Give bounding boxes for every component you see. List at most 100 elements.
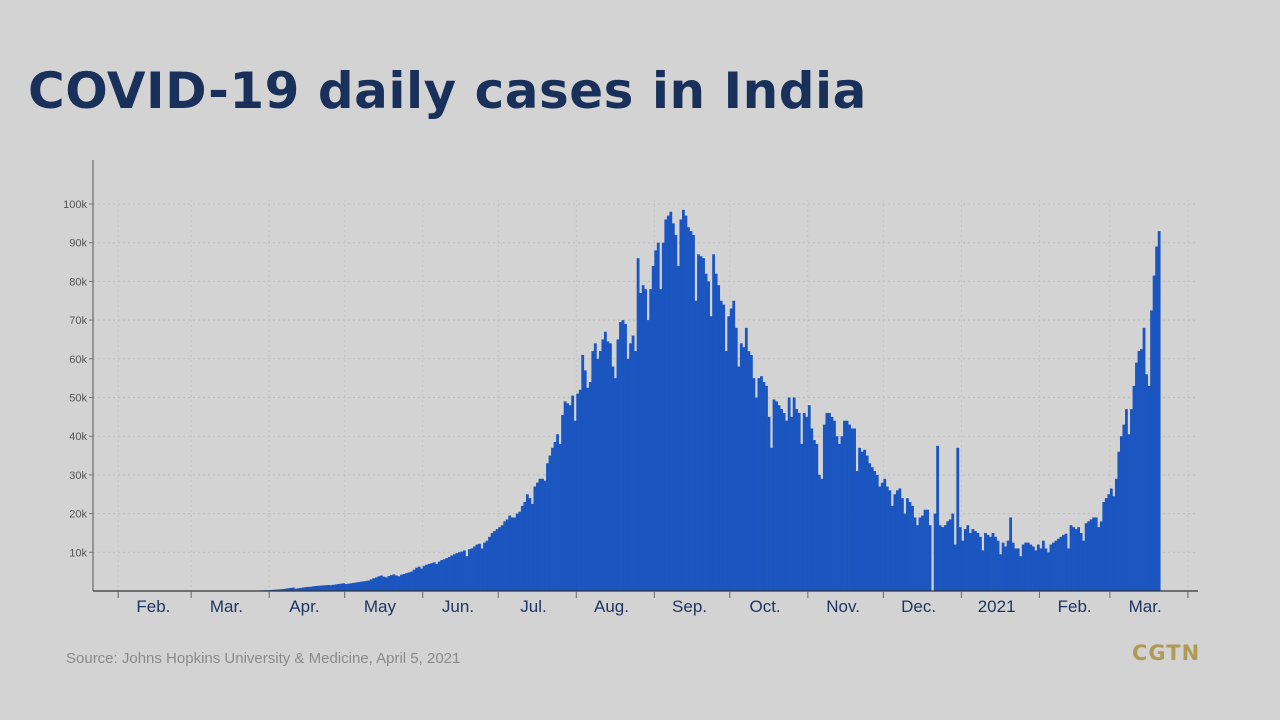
bar (973, 531, 977, 591)
bar (802, 412, 806, 591)
y-tick-label: 50k (69, 393, 87, 405)
bar (835, 436, 839, 591)
bar (1119, 436, 1123, 591)
bar (498, 527, 502, 591)
bar (367, 580, 371, 591)
bar (520, 505, 524, 591)
bar (463, 550, 466, 591)
bar (379, 575, 383, 591)
bar (347, 583, 351, 591)
bar (372, 578, 376, 591)
bar (311, 586, 315, 591)
bar (354, 582, 358, 591)
bar (646, 320, 650, 591)
bar (709, 316, 713, 591)
bar (679, 219, 683, 592)
bar (1021, 544, 1025, 591)
bar (1079, 532, 1083, 591)
bar (349, 583, 353, 591)
bar (1014, 548, 1018, 591)
bar (1062, 534, 1065, 591)
bar (682, 209, 685, 591)
bar (858, 447, 862, 591)
bar (334, 584, 338, 591)
bar (941, 527, 945, 591)
bar (556, 434, 559, 591)
bar (500, 525, 504, 591)
bar (286, 588, 290, 591)
bar (843, 420, 846, 591)
bar (551, 447, 554, 591)
bar (782, 412, 786, 591)
y-tick-label: 40k (69, 431, 87, 443)
bar (279, 589, 283, 591)
bar (276, 589, 280, 591)
bar (966, 525, 970, 591)
bar (495, 529, 499, 591)
bar (488, 536, 491, 591)
bar (1001, 542, 1005, 592)
bar (963, 529, 967, 591)
bar (780, 409, 783, 591)
bar (1089, 519, 1093, 591)
source-note: Source: Johns Hopkins University & Medic… (66, 650, 461, 667)
bar (951, 513, 955, 591)
bar (619, 322, 622, 591)
bar (299, 587, 303, 591)
bar (1117, 451, 1121, 591)
bar (1009, 517, 1013, 591)
bar (737, 366, 741, 591)
bar (918, 517, 922, 591)
bar (956, 447, 960, 591)
bar (933, 513, 937, 591)
bar (659, 289, 663, 591)
bar (415, 567, 419, 591)
bar (883, 478, 887, 591)
bar (395, 575, 398, 591)
bar (306, 586, 310, 591)
x-tick-label: Jul. (520, 597, 546, 616)
bar (770, 447, 773, 591)
bar (1099, 521, 1103, 591)
bar (1084, 523, 1088, 591)
bar (515, 513, 519, 591)
bar (666, 215, 670, 592)
bar (1054, 540, 1058, 591)
y-tick-label: 20k (69, 509, 87, 521)
bar (588, 382, 592, 591)
bar (717, 285, 721, 591)
bar (795, 409, 799, 591)
bar (1039, 548, 1043, 591)
bar (739, 343, 743, 591)
bar (1059, 536, 1063, 591)
bar (888, 490, 892, 591)
bar (649, 289, 653, 591)
bar (787, 397, 791, 591)
bar (480, 548, 484, 591)
chart-title: COVID-19 daily cases in India (28, 62, 867, 120)
bar (1016, 548, 1020, 591)
bar (402, 573, 406, 591)
bar (636, 258, 640, 591)
bar (1057, 538, 1060, 591)
bar (943, 525, 947, 591)
bar (1074, 529, 1078, 591)
bar (435, 563, 439, 591)
bar (344, 584, 348, 591)
bar (384, 577, 388, 591)
bar (1102, 501, 1106, 591)
bar (422, 565, 426, 591)
bar (999, 554, 1002, 591)
bar (903, 513, 907, 591)
bar (996, 540, 1000, 591)
x-tick-label: 2021 (978, 597, 1016, 616)
bar (656, 242, 660, 591)
bar (991, 532, 995, 591)
bar (465, 556, 469, 591)
bar (1082, 540, 1086, 591)
bar (296, 588, 300, 591)
bar (586, 387, 590, 591)
bar (921, 515, 924, 591)
y-axis-ticks: 10k 20k 30k 40k 50k 60k 70k 80k 90k 100k (63, 199, 93, 559)
